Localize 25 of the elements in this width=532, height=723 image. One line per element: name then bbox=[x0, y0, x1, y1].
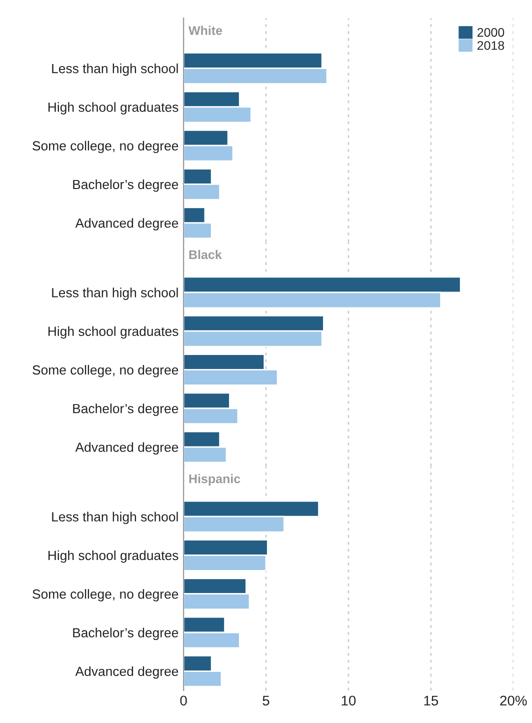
x-tick-label: 0 bbox=[180, 696, 187, 706]
y-tick-label: High school graduates bbox=[48, 326, 178, 339]
y-tick-label: Less than high school bbox=[52, 288, 178, 300]
y-tick-label: Advanced degree bbox=[75, 442, 178, 455]
y-tick-label: Some college, no degree bbox=[32, 140, 178, 154]
y-tick-label: Bachelor’s degree bbox=[73, 628, 178, 640]
legend-label: 2018 bbox=[477, 41, 504, 50]
y-tick-label: High school graduates bbox=[48, 102, 178, 114]
y-tick-label: High school graduates bbox=[48, 550, 178, 563]
y-tick-label: Some college, no degree bbox=[32, 589, 178, 602]
x-tick-label: 15 bbox=[424, 696, 438, 706]
y-tick-label: Advanced degree bbox=[75, 218, 178, 230]
chart-title: White bbox=[188, 26, 222, 35]
x-tick-label: 5 bbox=[262, 696, 270, 706]
y-tick-label: Bachelor’s degree bbox=[73, 179, 178, 192]
text: Hispanic bbox=[189, 474, 240, 486]
y-tick-label: Less than high school bbox=[52, 512, 178, 524]
x-tick-label: 20% bbox=[500, 696, 527, 706]
y-tick-label: Some college, no degree bbox=[32, 364, 178, 378]
y-tick-label: Bachelor’s degree bbox=[73, 404, 178, 416]
y-tick-label: Advanced degree bbox=[75, 666, 178, 679]
x-tick-label: 10 bbox=[342, 696, 356, 706]
chart-title: Black bbox=[189, 250, 222, 260]
legend-label: 2000 bbox=[477, 28, 504, 37]
y-tick-label: Less than high school bbox=[52, 64, 178, 76]
